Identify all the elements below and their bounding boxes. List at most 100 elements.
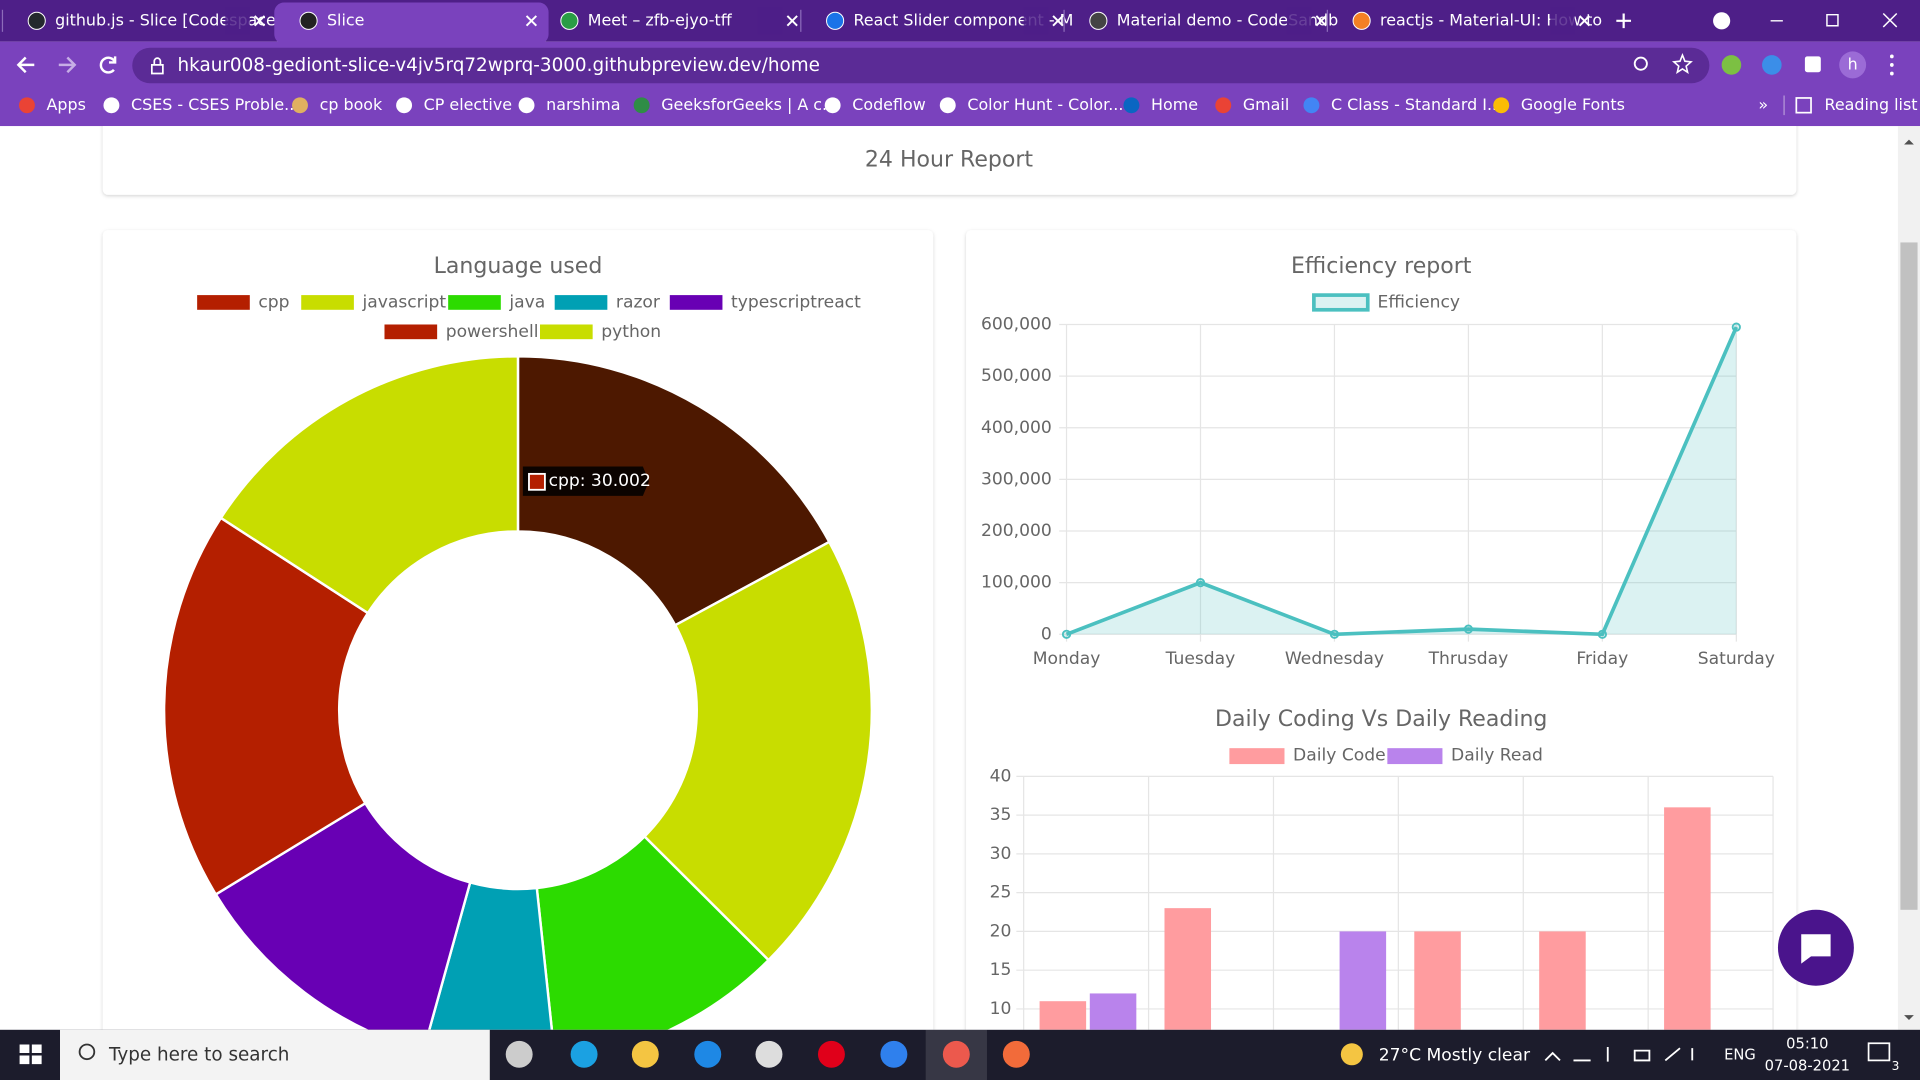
bookmark[interactable]: Apps <box>18 95 86 114</box>
tab[interactable]: reactjs - Material-UI: How to <box>1326 7 1602 35</box>
bar[interactable] <box>1039 1001 1087 1080</box>
extensions-button[interactable] <box>1804 56 1821 73</box>
tab[interactable]: Material demo - CodeSandb <box>1063 7 1338 35</box>
language[interactable]: ENG <box>1724 1047 1756 1064</box>
forward-button[interactable] <box>58 56 77 74</box>
legend-label[interactable]: java <box>508 292 545 312</box>
line-point[interactable] <box>1061 629 1072 639</box>
bookmark-label: Gmail <box>1243 95 1289 114</box>
profile-avatar[interactable] <box>1839 51 1867 79</box>
tab[interactable]: React Slider component - M <box>800 7 1074 35</box>
search-placeholder[interactable]: Type here to search <box>108 1045 289 1066</box>
legend-label[interactable]: powershell <box>446 322 539 342</box>
back-button[interactable] <box>16 56 35 74</box>
bookmark[interactable]: CP elective <box>396 95 512 114</box>
new-tab-button[interactable] <box>1616 13 1632 29</box>
doughnut-segment[interactable] <box>535 834 771 1062</box>
bar[interactable] <box>1089 993 1137 1080</box>
address-bar[interactable] <box>132 47 1710 84</box>
bookmark[interactable]: Gmail <box>1215 95 1289 114</box>
notification-icon[interactable] <box>1867 1042 1891 1062</box>
legend-label[interactable]: Efficiency <box>1378 292 1461 312</box>
clock-time[interactable]: 05:10 <box>1786 1035 1828 1052</box>
tab-close[interactable] <box>1578 15 1591 27</box>
legend-label[interactable]: javascript <box>361 292 446 312</box>
bookmark[interactable]: narshima <box>518 95 621 114</box>
line-point[interactable] <box>1329 629 1340 639</box>
search-box[interactable] <box>60 1029 490 1080</box>
bookmark-star[interactable] <box>1671 52 1693 74</box>
tray-icons[interactable] <box>1544 1046 1694 1062</box>
legend-swatch[interactable] <box>448 295 501 310</box>
doughnut-segment[interactable] <box>162 516 370 897</box>
bookmark[interactable]: GeeksforGeeks | A c... <box>633 95 838 114</box>
weather-text[interactable]: 27°C Mostly clear <box>1379 1046 1531 1066</box>
legend-label[interactable]: python <box>601 322 661 342</box>
bookmark[interactable]: cp book <box>292 95 383 114</box>
taskbar-app[interactable] <box>942 1040 970 1068</box>
bookmark[interactable]: Color Hunt - Color... <box>939 95 1124 114</box>
legend-label[interactable]: typescriptreact <box>731 292 861 312</box>
bookmark[interactable]: Codeflow <box>824 95 926 114</box>
legend-swatch[interactable] <box>669 295 723 310</box>
line-point[interactable] <box>1463 624 1473 634</box>
legend-label[interactable]: Daily Code <box>1293 746 1386 766</box>
start-button[interactable] <box>19 1044 42 1065</box>
bookmark[interactable]: Google Fonts <box>1493 95 1625 114</box>
legend-swatch[interactable] <box>1312 293 1370 312</box>
legend-swatch[interactable] <box>540 324 593 340</box>
taskbar-app[interactable] <box>880 1040 908 1068</box>
legend-swatch[interactable] <box>554 295 608 310</box>
tab[interactable]: Slice <box>274 2 549 45</box>
bookmark[interactable]: C Class - Standard I... <box>1303 95 1502 114</box>
taskbar-app[interactable] <box>631 1040 659 1068</box>
tab-close[interactable] <box>254 15 266 27</box>
extension-icon[interactable] <box>1762 55 1782 75</box>
scrollbar-thumb[interactable] <box>1900 242 1918 910</box>
line-point[interactable] <box>1597 629 1607 639</box>
doughnut-segment[interactable] <box>642 540 874 962</box>
taskbar-app[interactable] <box>755 1040 783 1068</box>
taskbar-app[interactable] <box>570 1040 598 1068</box>
tab-close[interactable] <box>1052 15 1064 27</box>
reload-button[interactable] <box>99 56 117 74</box>
taskbar-app[interactable] <box>505 1040 533 1068</box>
bookmark[interactable]: Home <box>1123 95 1198 114</box>
doughnut-segment[interactable] <box>423 880 555 1064</box>
tab-close[interactable] <box>786 15 798 27</box>
doughnut-segment[interactable] <box>516 355 831 627</box>
bookmark[interactable]: CSES - CSES Proble... <box>103 95 299 114</box>
legend-swatch[interactable] <box>301 295 354 310</box>
tab-close[interactable] <box>1315 15 1327 27</box>
line-point[interactable] <box>1731 322 1741 332</box>
legend-swatch[interactable] <box>197 295 250 310</box>
bar[interactable] <box>1339 931 1387 1080</box>
bar[interactable] <box>1414 931 1461 1080</box>
bar[interactable] <box>1164 908 1212 1080</box>
reading-list[interactable]: Reading list <box>1824 95 1917 114</box>
extension-icon[interactable] <box>1721 55 1742 75</box>
url-text[interactable]: hkaur008-gediont-slice-v4jv5rq72wprq-300… <box>178 55 820 76</box>
doughnut-segment[interactable] <box>219 355 520 615</box>
tab[interactable]: github.js - Slice [Codespace <box>1 7 276 35</box>
zoom-icon[interactable] <box>1633 56 1648 71</box>
tab-search-button[interactable] <box>1713 12 1731 30</box>
line-point[interactable] <box>1195 578 1206 588</box>
tab-close[interactable] <box>525 15 538 27</box>
taskbar-app[interactable] <box>694 1040 722 1068</box>
taskbar-app[interactable] <box>1002 1040 1030 1068</box>
bar[interactable] <box>1664 807 1711 1080</box>
legend-swatch[interactable] <box>1229 748 1285 765</box>
window-controls[interactable] <box>1770 12 1898 28</box>
taskbar-app[interactable] <box>817 1040 845 1068</box>
bar[interactable] <box>1539 931 1586 1080</box>
clock-date[interactable]: 07-08-2021 <box>1765 1058 1850 1075</box>
reading-list-icon[interactable] <box>1795 97 1812 114</box>
legend-swatch[interactable] <box>1387 748 1443 765</box>
legend-label[interactable]: cpp <box>258 292 289 312</box>
legend-label[interactable]: razor <box>616 292 661 312</box>
legend-swatch[interactable] <box>384 324 438 340</box>
legend-label[interactable]: Daily Read <box>1451 746 1543 766</box>
tab[interactable]: Meet – zfb-ejyo-tff <box>560 7 798 35</box>
bookmarks-overflow[interactable]: » <box>1758 95 1768 114</box>
